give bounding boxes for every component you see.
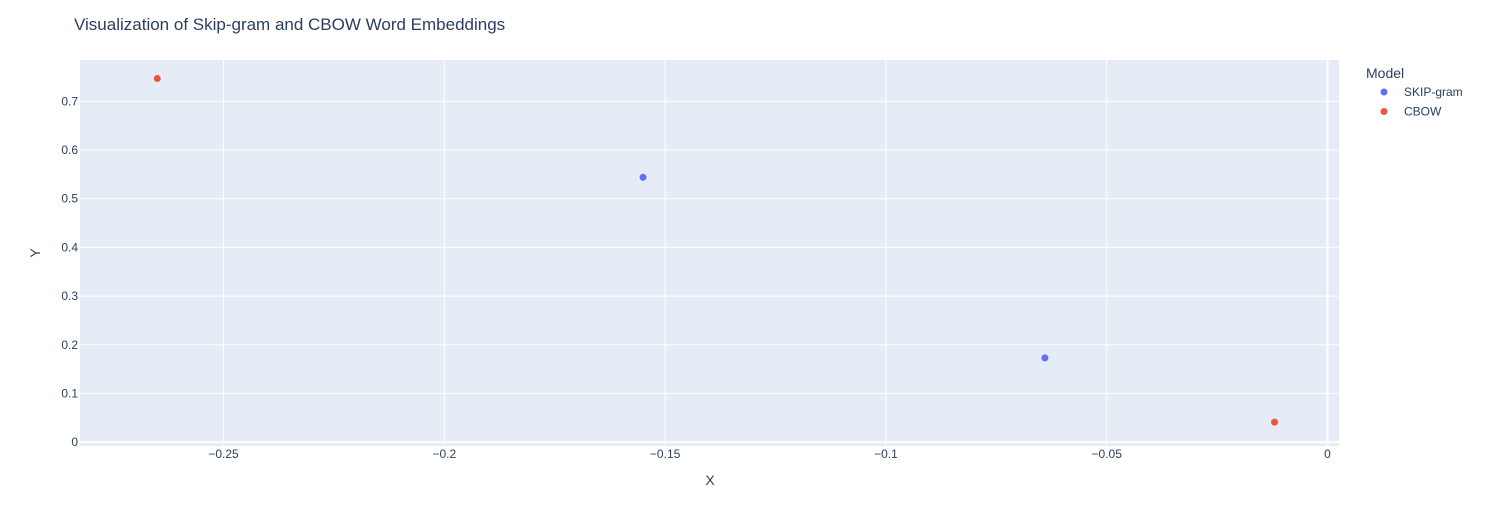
x-tick-label: −0.2 [432, 447, 456, 461]
y-tick-label: 0.3 [61, 289, 78, 303]
data-points [153, 74, 1279, 426]
y-tick-label: 0.5 [61, 192, 78, 206]
x-axis-ticks: −0.25 −0.2 −0.15 −0.1 −0.05 0 [208, 447, 1331, 461]
data-point-skip-gram [639, 173, 647, 181]
legend-label: CBOW [1404, 105, 1442, 119]
y-tick-label: 0.2 [61, 338, 78, 352]
legend-title: Model [1366, 65, 1404, 81]
x-tick-label: −0.15 [650, 447, 681, 461]
x-axis-title: X [705, 472, 715, 488]
legend-label: SKIP-gram [1404, 85, 1463, 99]
y-axis-title: Y [27, 248, 43, 258]
y-axis-ticks: 0 0.1 0.2 0.3 0.4 0.5 0.6 0.7 [61, 94, 78, 449]
plot-area [80, 60, 1339, 446]
data-point-skip-gram [1041, 354, 1049, 362]
y-tick-label: 0.4 [61, 240, 78, 254]
x-tick-label: −0.05 [1092, 447, 1123, 461]
y-gridlines [80, 100, 1339, 444]
x-tick-label: 0 [1324, 447, 1331, 461]
x-tick-label: −0.1 [874, 447, 898, 461]
y-tick-label: 0.1 [61, 386, 78, 400]
legend-marker [1380, 88, 1388, 96]
y-tick-label: 0 [71, 435, 78, 449]
legend-marker [1380, 108, 1388, 115]
chart-title: Visualization of Skip-gram and CBOW Word… [74, 15, 505, 34]
y-tick-label: 0.6 [61, 143, 78, 157]
data-point-cbow [1271, 418, 1279, 426]
legend: Model SKIP-gram CBOW [1366, 65, 1463, 119]
x-tick-label: −0.25 [208, 447, 239, 461]
x-gridlines [223, 60, 1329, 446]
data-point-cbow [153, 74, 161, 82]
y-tick-label: 0.7 [61, 94, 78, 108]
